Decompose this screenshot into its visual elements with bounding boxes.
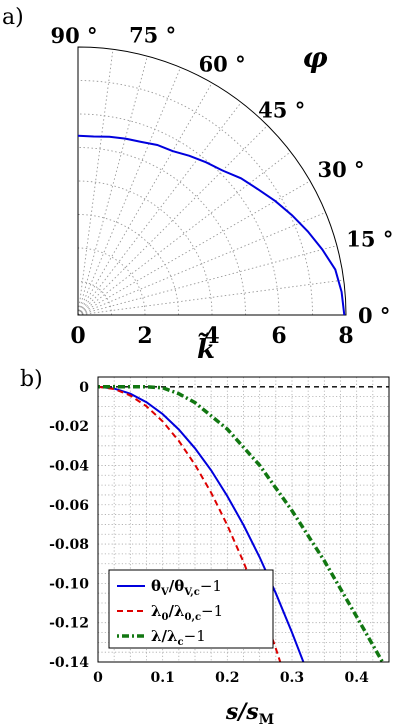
legend-box [108, 569, 274, 649]
x-axis-label-main: s/s [225, 699, 259, 725]
polar-grid-spoke [77, 151, 291, 316]
panel-label-b: b) [20, 367, 43, 392]
polar-ticks: 0 2 4 6 80 ° 15 ° 30 ° 45 ° 60 ° 75 ° 90 ° [50, 23, 393, 349]
polar-grid-arc [77, 180, 213, 316]
polar-grid-arc [77, 147, 246, 316]
y-tick: -0.08 [49, 537, 89, 553]
polar-outline [77, 46, 347, 316]
y-tick: -0.10 [49, 576, 89, 592]
legend-label: λ/λc−1 [151, 627, 206, 648]
polar-grid-spoke [77, 49, 114, 316]
x-tick: 0 [93, 670, 103, 686]
polar-grid-arc [77, 247, 146, 316]
polar-grid-spoke [77, 180, 311, 316]
polar-grid-spoke [77, 67, 181, 316]
line-chart: b) 0 0.1 0.2 0.3 0.4 0 -0.02 -0.04 -0.06 -0.08 -0.… [20, 367, 390, 728]
x-axis-label: s/sM [225, 699, 274, 728]
x-tick: 0.3 [280, 670, 304, 686]
x-tick: 0.4 [345, 670, 370, 686]
polar-angle-tick: 90 ° [50, 23, 97, 48]
plot-border [97, 376, 390, 663]
x-tick: 0.1 [151, 670, 175, 686]
line-ticks: 0 0.1 0.2 0.3 0.4 0 -0.02 -0.04 -0.06 -0.08 -0.10 -… [49, 380, 369, 686]
polar-angle-tick: 75 ° [129, 23, 176, 48]
y-tick: -0.02 [49, 419, 89, 435]
plot-frame [97, 376, 390, 663]
y-tick: -0.04 [49, 458, 89, 474]
polar-grid-spoke [77, 125, 268, 316]
polar-angle-tick: 15 ° [346, 226, 393, 251]
polar-grid-spoke [77, 212, 326, 316]
polar-grid-spoke [77, 102, 242, 316]
polar-grid-spoke [77, 279, 344, 316]
polar-grid [77, 49, 344, 316]
series-line-2 [98, 385, 385, 662]
series-line-1 [98, 385, 282, 662]
polar-angle-tick: 0 ° [358, 303, 390, 328]
y-tick: 0 [79, 380, 89, 396]
y-tick: -0.12 [49, 616, 89, 632]
legend-label: λ0/λ0,c−1 [151, 602, 223, 623]
polar-grid-arc [77, 214, 179, 316]
polar-radial-tick: 4 [204, 323, 219, 349]
polar-grid-spoke [77, 56, 148, 316]
polar-radial-tick: 6 [271, 323, 286, 349]
polar-radial-tick: 8 [338, 323, 353, 349]
polar-angle-tick: 30 ° [318, 157, 365, 182]
y-tick: -0.14 [49, 655, 89, 671]
polar-series [77, 134, 346, 316]
legend: θV/θV,c−1 λ0/λ0,c−1 λ/λc−1 [108, 569, 274, 649]
line-series [98, 385, 385, 662]
polar-frame [77, 46, 347, 316]
polar-grid-spoke [77, 245, 337, 316]
legend-label: θV/θV,c−1 [151, 577, 222, 598]
panel-label-a: a) [2, 5, 24, 30]
polar-curve [77, 134, 346, 316]
polar-chart: a) 0 2 4 6 80 ° 15 ° 30 ° 45 ° 60 ° 75 ° 90 ° k̃ φ [2, 5, 393, 365]
polar-radial-tick: 0 [70, 323, 85, 349]
polar-grid-spoke [77, 82, 213, 316]
polar-radial-tick: 2 [137, 323, 152, 349]
polar-angle-label: φ [302, 41, 328, 74]
polar-radial-label: k̃ [197, 332, 215, 365]
y-tick: -0.06 [49, 498, 89, 514]
polar-angle-tick: 60 ° [199, 52, 246, 77]
polar-grid-arc [77, 113, 280, 316]
polar-angle-tick: 45 ° [258, 97, 305, 122]
x-axis-label-sub: M [259, 712, 275, 728]
polar-grid-arc [77, 80, 313, 316]
x-tick: 0.2 [215, 670, 239, 686]
